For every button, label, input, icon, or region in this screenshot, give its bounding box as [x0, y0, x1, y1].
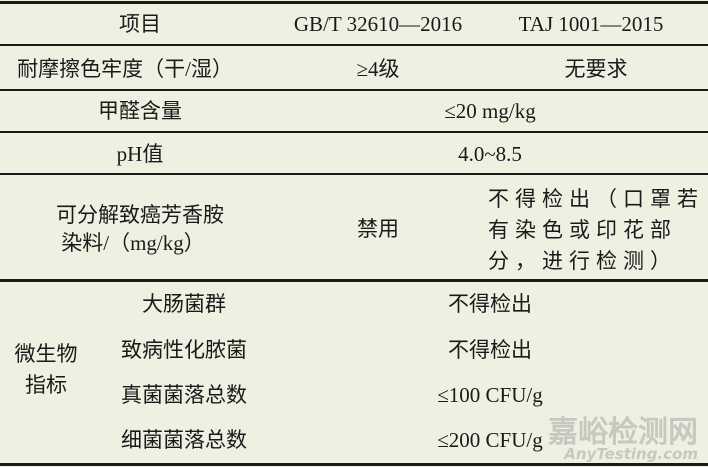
micro-value: ≤200 CFU/g [437, 428, 543, 452]
micro-item: 大肠菌群 [142, 292, 226, 316]
micro-group-line1: 微生物 [14, 342, 78, 366]
row-item-line1: 可分解致癌芳香胺 [56, 203, 224, 227]
micro-group-line2: 指标 [25, 373, 67, 397]
micro-value: 不得检出 [448, 338, 532, 362]
watermark-en: AnyTesting.com [564, 445, 698, 463]
micro-value: ≤100 CFU/g [437, 383, 543, 407]
micro-item: 真菌菌落总数 [121, 383, 247, 407]
row-item-line2: 染料/（mg/kg） [61, 231, 205, 255]
row-std2: 无要求 [564, 57, 628, 81]
row-item: 甲醛含量 [98, 99, 182, 123]
header-std1: GB/T 32610—2016 [293, 12, 463, 36]
row-std2: 不得检出（口罩若有染色或印花部分，进行检测） [488, 187, 704, 273]
row-rule [0, 173, 708, 175]
row-rule [0, 89, 708, 91]
bottom-rule [0, 463, 708, 466]
micro-value: 不得检出 [448, 292, 532, 316]
micro-item: 细菌菌落总数 [121, 428, 247, 452]
header-std2: TAJ 1001—2015 [518, 12, 664, 36]
watermark-cn: 嘉峪检测网 [548, 415, 698, 450]
row-item: 耐摩擦色牢度（干/湿） [17, 57, 233, 81]
row-merged-value: 4.0~8.5 [458, 142, 522, 166]
micro-item: 致病性化脓菌 [121, 338, 247, 362]
row-item: pH值 [116, 142, 164, 166]
row-std1: ≥4级 [356, 57, 400, 81]
top-rule [0, 1, 708, 4]
header-item: 项目 [119, 12, 161, 36]
row-rule [0, 131, 708, 133]
row-merged-value: ≤20 mg/kg [444, 99, 536, 123]
section-rule [0, 279, 708, 282]
row-std1: 禁用 [357, 217, 399, 241]
header-rule [0, 44, 708, 46]
